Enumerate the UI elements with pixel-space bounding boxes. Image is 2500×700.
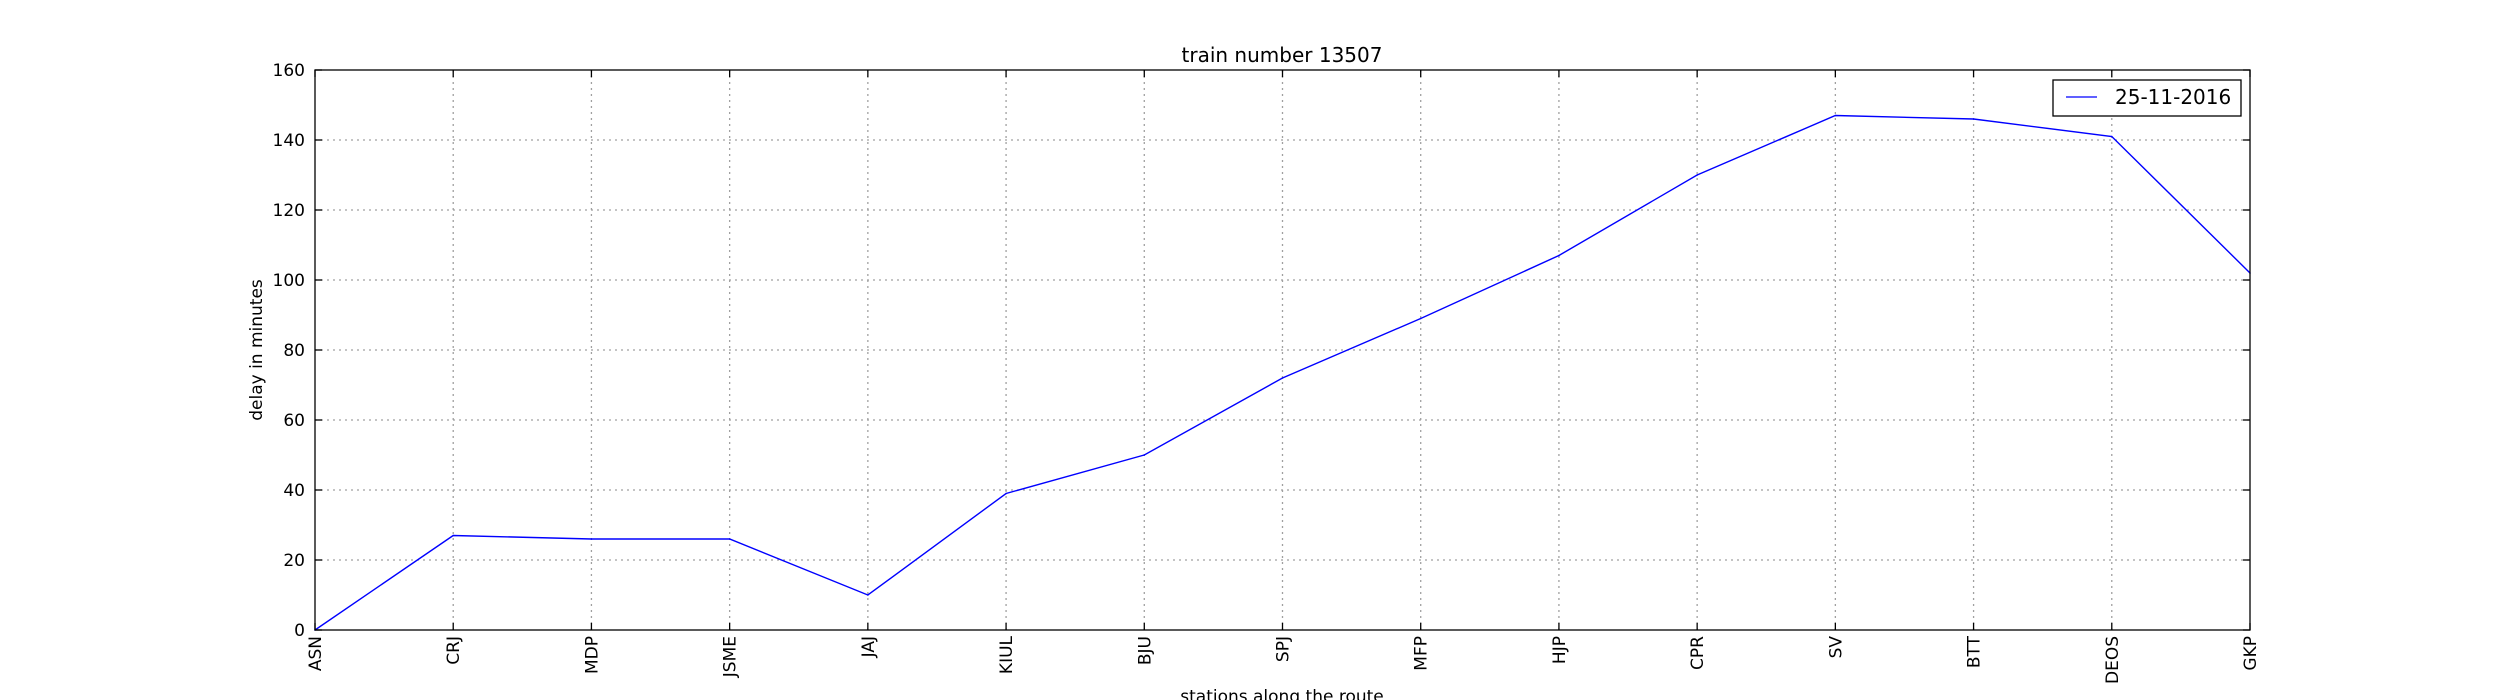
y-tick-label: 80: [283, 341, 305, 361]
data-point: [867, 594, 869, 596]
x-tick-label: MDP: [582, 636, 602, 674]
data-series: [314, 114, 2251, 631]
data-point: [1419, 317, 1422, 320]
y-tick-label: 140: [273, 131, 305, 151]
y-tick-label: 20: [283, 551, 305, 571]
x-tick-label: MFP: [1412, 636, 1432, 671]
data-point: [1143, 454, 1146, 456]
x-tick-label: BJU: [1135, 636, 1155, 665]
x-tick-label: GKP: [2241, 636, 2261, 671]
data-point: [1696, 174, 1698, 176]
y-tick-label: 60: [283, 411, 305, 431]
y-tick-label: 40: [283, 481, 305, 501]
data-point: [1281, 377, 1284, 379]
x-tick-label: JSME: [721, 636, 741, 678]
legend-label: 25-11-2016: [2115, 85, 2231, 109]
x-tick-label: JAJ: [859, 636, 879, 658]
x-tick-label: SV: [1826, 636, 1846, 659]
grid: [315, 70, 2250, 630]
x-tick-labels: ASN CRJ MDP JSME JAJ KIUL BJU SPJ MFP HJP CPR SV BTT…: [306, 635, 2261, 684]
data-point: [1005, 492, 1007, 495]
legend-box: [2052, 79, 2242, 117]
x-tick-label: BTT: [1965, 635, 1985, 668]
data-point: [2110, 135, 2113, 138]
x-tick-label: CRJ: [444, 636, 464, 665]
x-tick-label: SPJ: [1274, 636, 1294, 662]
x-tick-label: DEOS: [2103, 636, 2123, 684]
y-axis-label: delay in minutes: [247, 279, 267, 421]
y-tick-labels: 0 20 40 60 80 100 120 140 160: [273, 61, 305, 641]
data-point: [1834, 114, 1837, 117]
data-point: [1972, 118, 1975, 120]
x-tick-label: CPR: [1688, 636, 1708, 670]
x-axis-label: stations along the route: [1180, 687, 1384, 700]
data-point: [728, 538, 731, 540]
x-tick-label: HJP: [1550, 636, 1570, 664]
legend: 25-11-2016: [2052, 79, 2242, 117]
x-tick-label: ASN: [306, 636, 326, 671]
data-point: [590, 538, 593, 540]
y-tick-label: 160: [273, 61, 305, 81]
data-point: [1558, 254, 1560, 257]
x-tick-label: KIUL: [997, 635, 1017, 674]
chart-title: train number 13507: [1182, 43, 1383, 67]
y-tick-label: 120: [273, 201, 305, 221]
y-tick-label: 0: [294, 621, 305, 641]
data-point: [452, 534, 455, 537]
ticks: [314, 69, 2251, 631]
series-line: [314, 114, 2251, 631]
y-tick-label: 100: [273, 271, 305, 291]
